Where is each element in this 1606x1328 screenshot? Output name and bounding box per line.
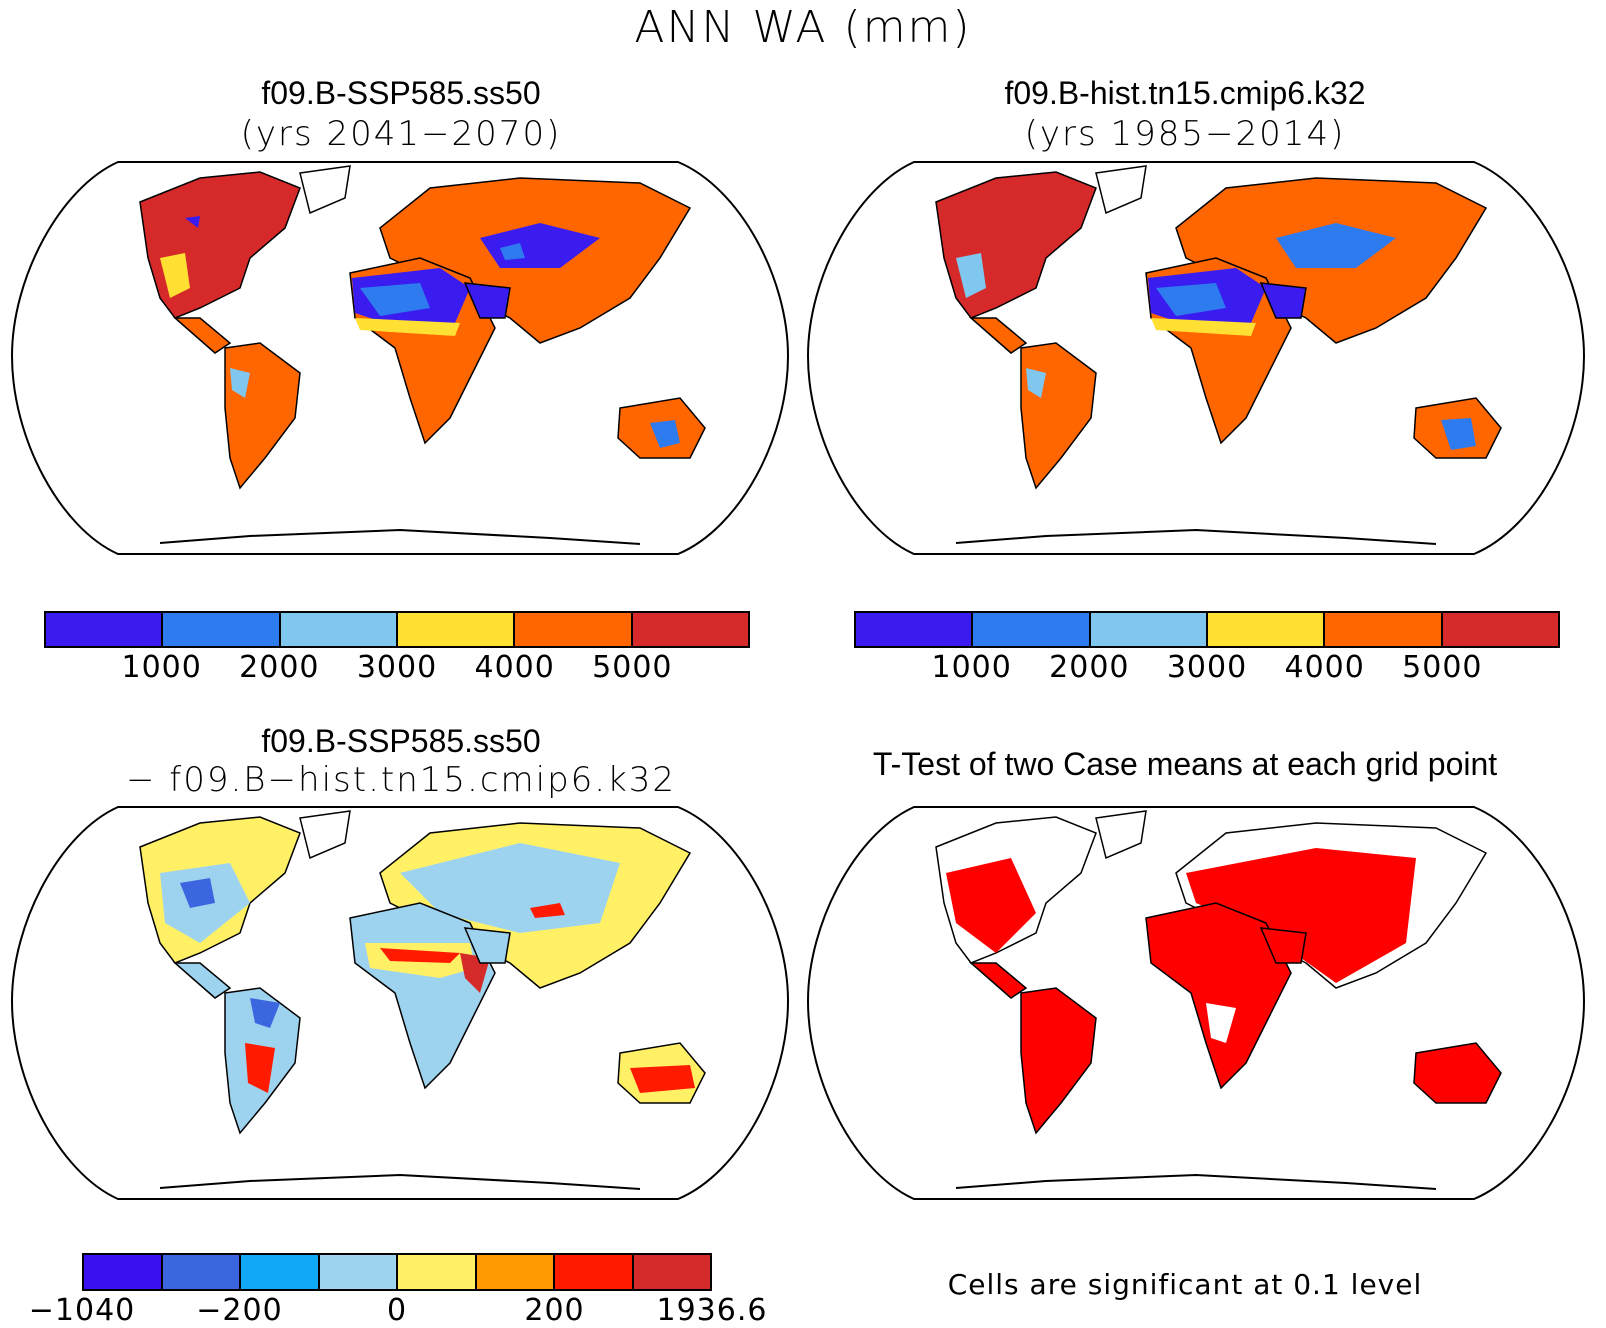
colorbar-box: [973, 613, 1091, 646]
panel1-colorbar: [44, 611, 750, 648]
colorbar-box: [1442, 613, 1558, 646]
colorbar-tick-label: 1000: [121, 650, 202, 685]
colorbar-box: [1090, 613, 1208, 646]
panel1-map: [10, 161, 790, 555]
panel4-note: Cells are significant at 0.1 level: [947, 1268, 1423, 1301]
panel3-subtitle: − f09.B−hist.tn15.cmip6.k32: [125, 760, 677, 800]
colorbar-box: [241, 1255, 320, 1289]
colorbar-box: [856, 613, 974, 646]
colorbar-box: [632, 613, 748, 646]
colorbar-tick-label: 2000: [1049, 650, 1130, 685]
panel4-map: [806, 806, 1586, 1200]
colorbar-tick-label: 5000: [592, 650, 673, 685]
colorbar-box: [476, 1255, 555, 1289]
panel4-title: T-Test of two Case means at each grid po…: [872, 746, 1498, 782]
colorbar-box: [162, 1255, 241, 1289]
colorbar-tick-label: 4000: [1284, 650, 1365, 685]
panel1-subtitle: (yrs 2041−2070): [240, 114, 562, 154]
figure-title: ANN WA (mm): [634, 2, 972, 53]
panel2-title: f09.B-hist.tn15.cmip6.k32: [1004, 75, 1366, 111]
panel2-subtitle: (yrs 1985−2014): [1024, 114, 1346, 154]
colorbar-box: [1207, 613, 1326, 646]
colorbar-box: [555, 1255, 634, 1289]
colorbar-tick-label: 1000: [931, 650, 1012, 685]
panel3-title: f09.B-SSP585.ss50: [261, 723, 541, 759]
panel1-colorbar-labels: 1000 2000 3000 4000 5000: [44, 650, 750, 690]
panel1-title: f09.B-SSP585.ss50: [261, 75, 541, 111]
colorbar-box: [397, 613, 516, 646]
colorbar-tick-label: 5000: [1402, 650, 1483, 685]
colorbar-tick-label: 200: [524, 1293, 585, 1328]
colorbar-box: [633, 1255, 710, 1289]
colorbar-box: [84, 1255, 163, 1289]
panel2-map: [806, 161, 1586, 555]
colorbar-box: [515, 613, 633, 646]
colorbar-tick-label: 0: [386, 1293, 408, 1328]
colorbar-tick-label: −1040: [28, 1293, 136, 1328]
colorbar-box: [398, 1255, 477, 1289]
panel2-colorbar-labels: 1000 2000 3000 4000 5000: [854, 650, 1560, 690]
colorbar-tick-label: −200: [196, 1293, 283, 1328]
panel3-colorbar-labels: −1040 −200 0 200 1936.6: [29, 1293, 767, 1328]
panel3-colorbar: [82, 1253, 712, 1291]
colorbar-tick-label: 2000: [239, 650, 320, 685]
colorbar-box: [46, 613, 164, 646]
colorbar-box: [319, 1255, 398, 1289]
colorbar-box: [1325, 613, 1443, 646]
panel3-map: [10, 806, 790, 1200]
colorbar-tick-label: 3000: [356, 650, 438, 685]
colorbar-box: [163, 613, 281, 646]
colorbar-tick-label: 4000: [474, 650, 555, 685]
colorbar-box: [280, 613, 398, 646]
colorbar-tick-label: 3000: [1166, 650, 1248, 685]
colorbar-tick-label: 1936.6: [656, 1293, 768, 1328]
panel2-colorbar: [854, 611, 1560, 648]
